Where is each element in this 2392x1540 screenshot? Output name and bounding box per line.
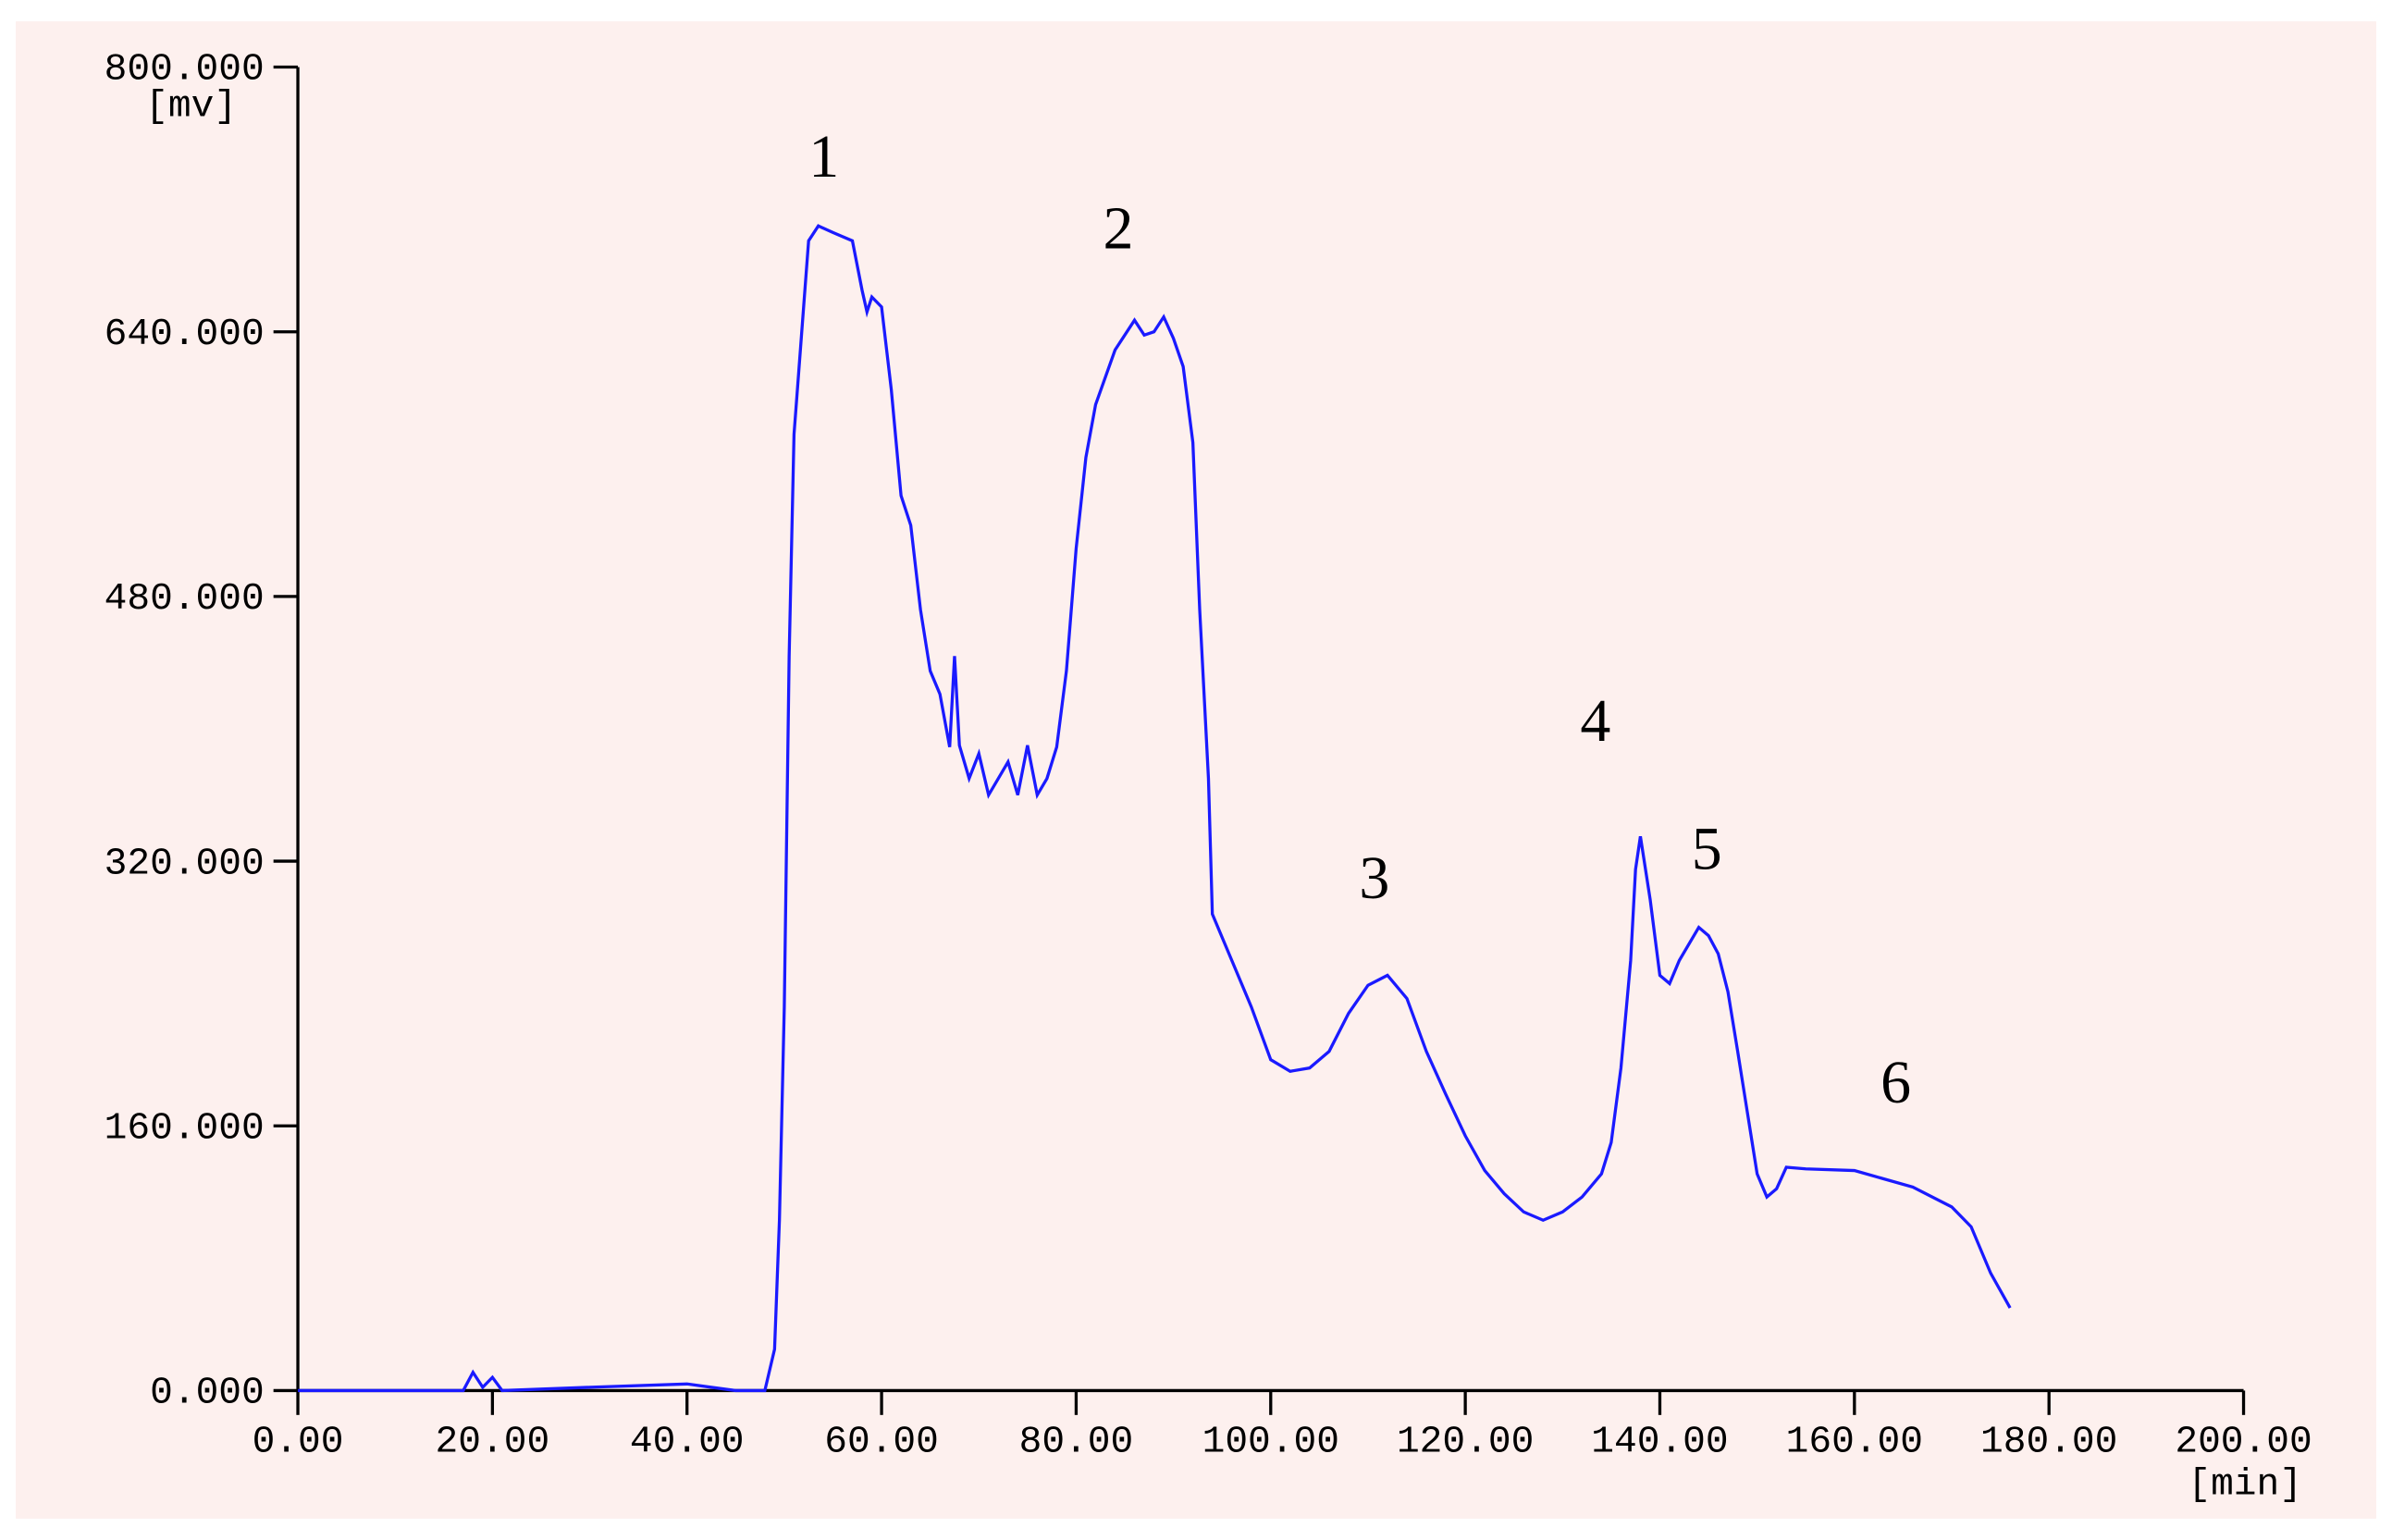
y-unit-label: [mv] xyxy=(145,85,237,128)
y-tick-label: 480.000 xyxy=(105,578,265,621)
peak-label: 6 xyxy=(1880,1049,1911,1116)
x-tick-label: 0.00 xyxy=(253,1421,344,1463)
y-tick-label: 800.000 xyxy=(105,49,265,92)
x-tick-label: 20.00 xyxy=(436,1421,550,1463)
x-unit-label: [min] xyxy=(2188,1464,2302,1507)
x-tick-label: 40.00 xyxy=(630,1421,745,1463)
x-tick-label: 80.00 xyxy=(1019,1421,1134,1463)
y-tick-label: 0.000 xyxy=(150,1373,265,1415)
x-tick-label: 60.00 xyxy=(824,1421,939,1463)
x-tick-label: 160.00 xyxy=(1786,1421,1923,1463)
peak-label: 2 xyxy=(1103,195,1133,263)
x-tick-label: 140.00 xyxy=(1591,1421,1728,1463)
peak-label: 1 xyxy=(808,123,839,191)
y-tick-label: 640.000 xyxy=(105,314,265,356)
x-tick-label: 100.00 xyxy=(1202,1421,1339,1463)
peak-label: 3 xyxy=(1359,844,1389,912)
x-tick-label: 120.00 xyxy=(1397,1421,1534,1463)
signal-line xyxy=(298,224,2012,1393)
x-tick-label: 200.00 xyxy=(2175,1421,2312,1463)
peak-label: 5 xyxy=(1692,816,1722,883)
peak-label: 4 xyxy=(1580,687,1610,755)
y-tick-label: 160.000 xyxy=(105,1107,265,1150)
x-tick-label: 180.00 xyxy=(1980,1421,2117,1463)
plot-background xyxy=(16,21,2376,1519)
y-tick-label: 320.000 xyxy=(105,843,265,885)
